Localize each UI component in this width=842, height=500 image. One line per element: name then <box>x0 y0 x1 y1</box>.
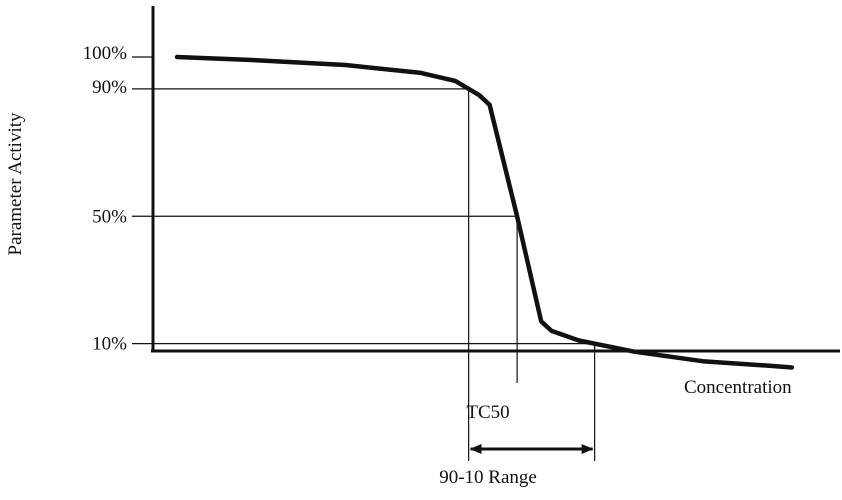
tc50-label: TC50 <box>466 402 509 423</box>
activity-curve <box>174 54 795 370</box>
y-axis-label: Parameter Activity <box>5 112 26 255</box>
y-tick-label: 50% <box>92 206 127 227</box>
y-tick-label: 10% <box>92 334 127 355</box>
y-tick-label: 90% <box>92 77 127 98</box>
x-axis-label: Concentration <box>684 377 792 398</box>
y-tick-layer: 100% 90% 50% 10% <box>83 43 153 355</box>
reference-lines <box>153 88 596 461</box>
y-tick-label: 100% <box>83 43 128 64</box>
range-label: 90-10 Range <box>439 467 537 488</box>
